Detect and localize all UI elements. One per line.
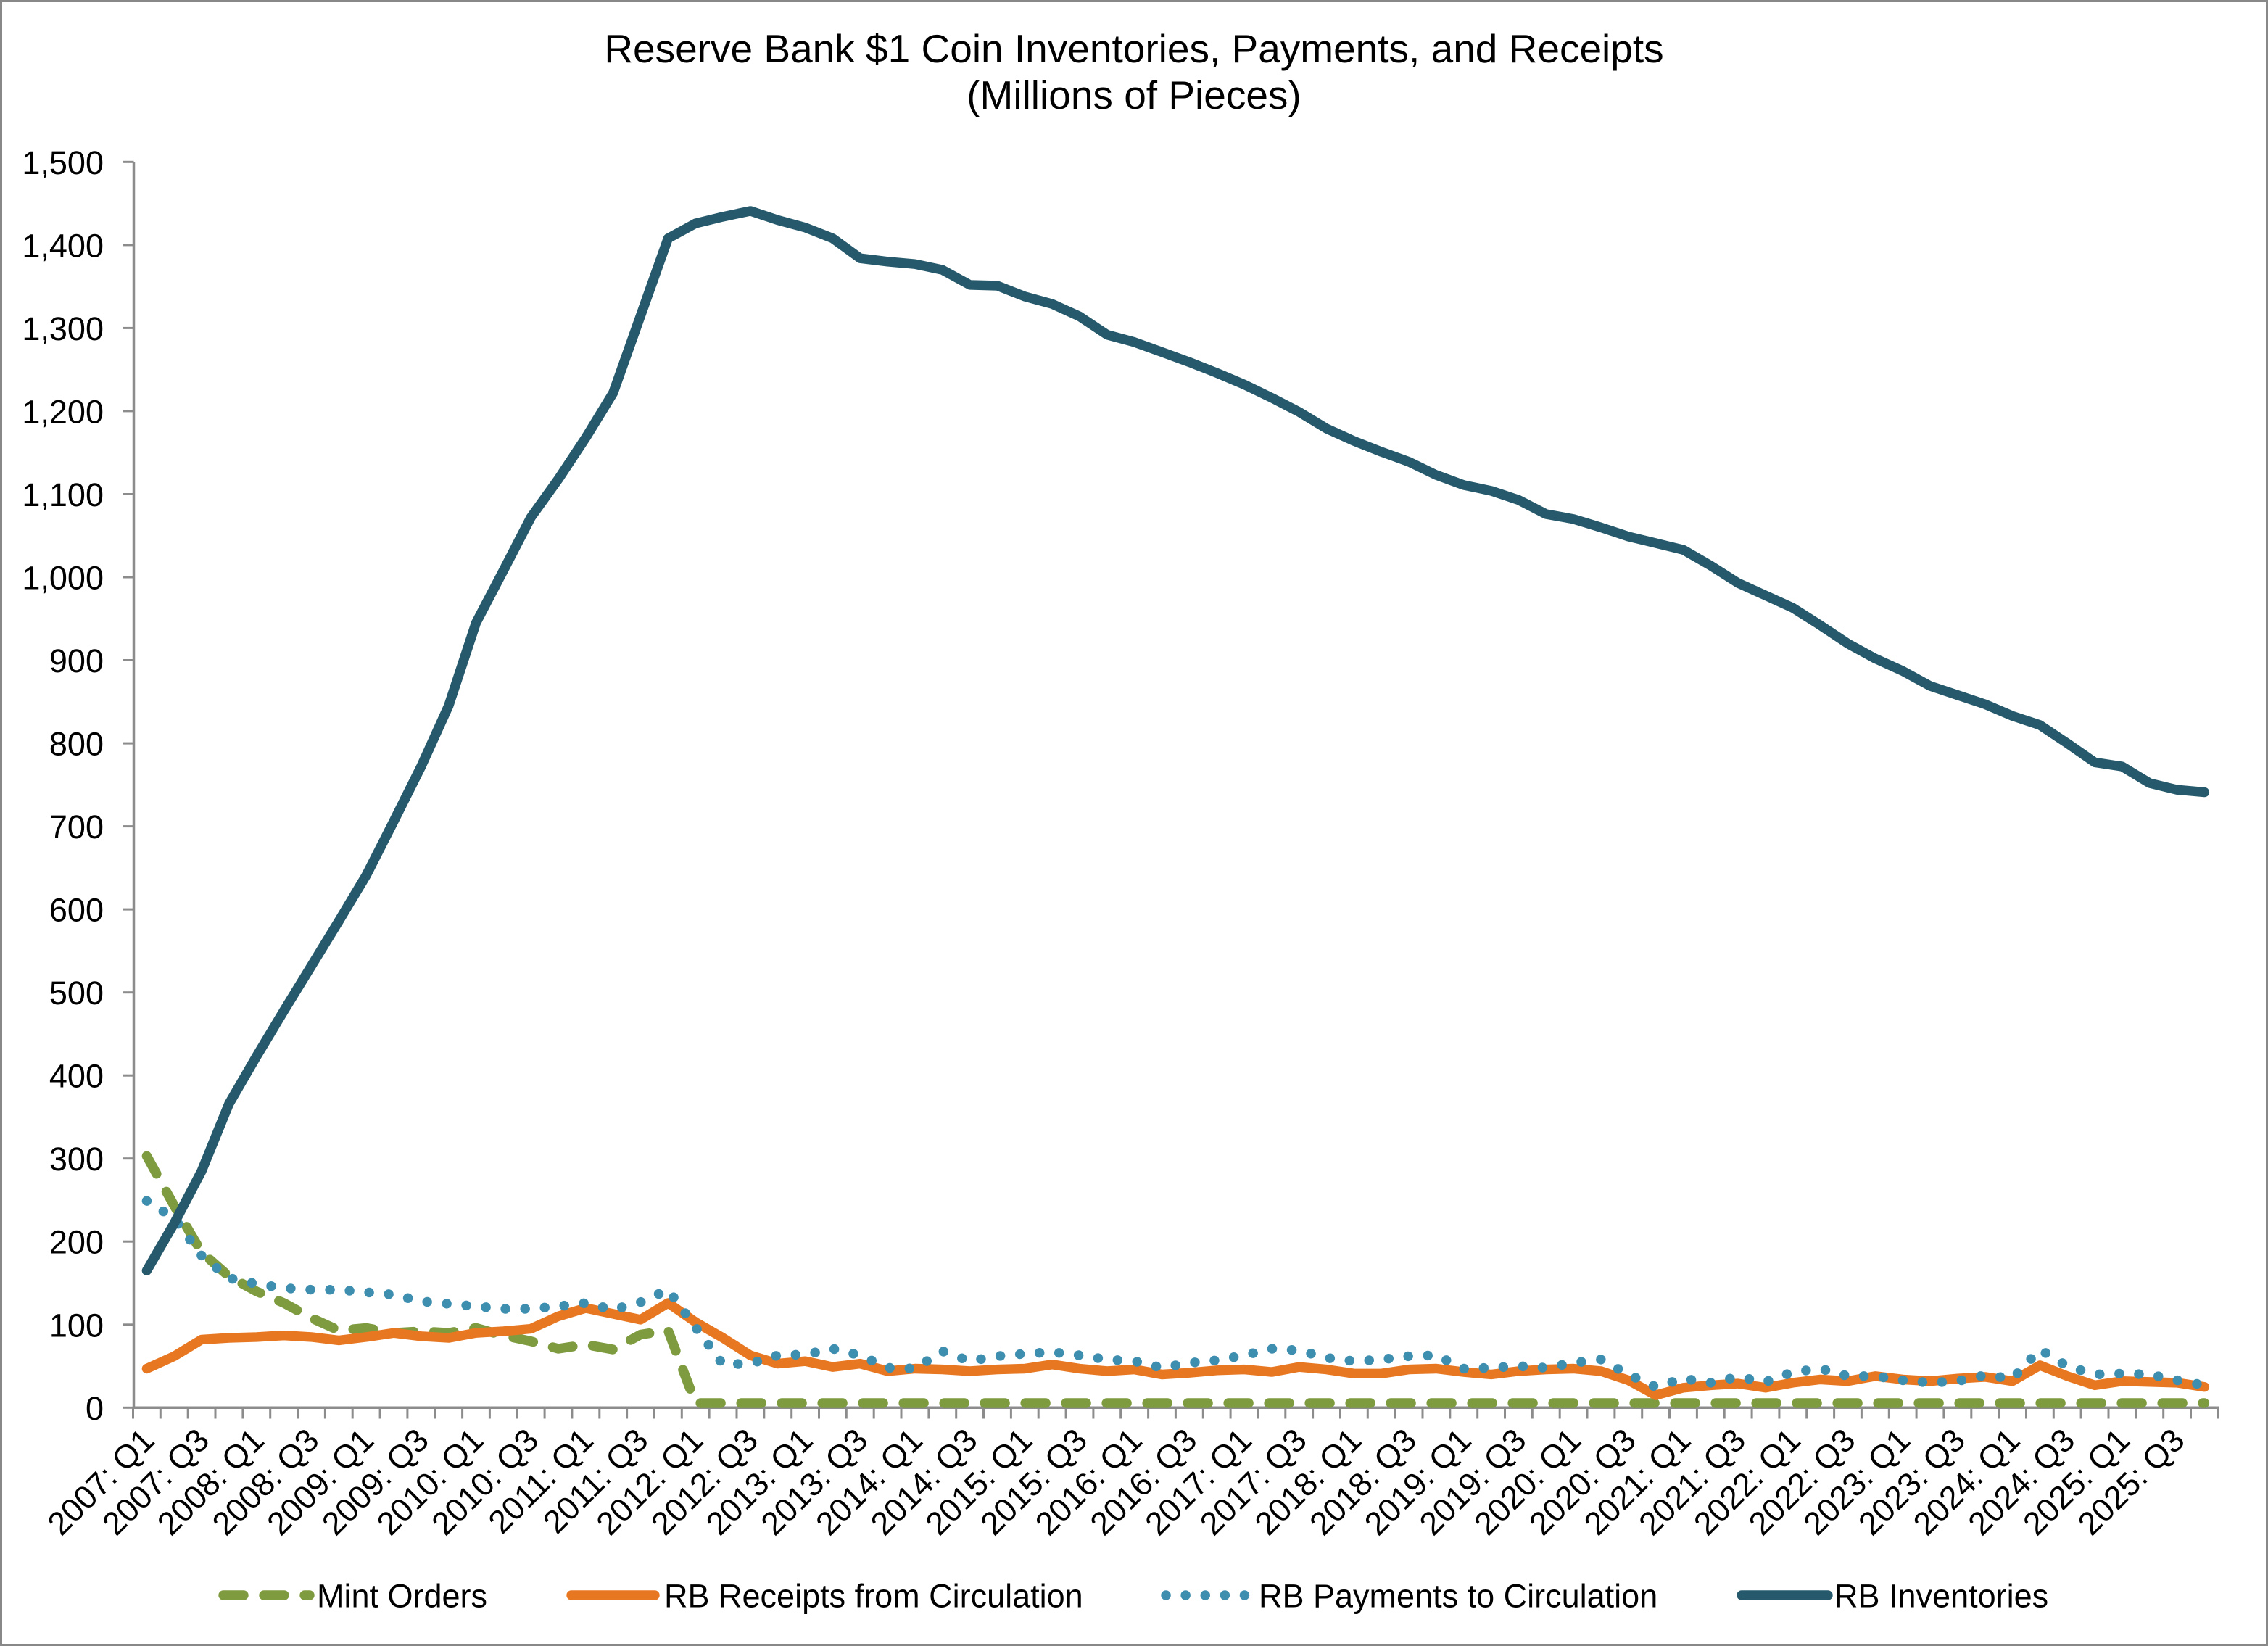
svg-text:1,400: 1,400 <box>22 227 104 264</box>
svg-text:1,500: 1,500 <box>22 144 104 181</box>
svg-text:RB Payments to Circulation: RB Payments to Circulation <box>1259 1578 1657 1615</box>
svg-text:500: 500 <box>49 975 104 1012</box>
svg-text:800: 800 <box>49 726 104 763</box>
svg-text:1,300: 1,300 <box>22 310 104 347</box>
svg-text:(Millions of Pieces): (Millions of Pieces) <box>967 73 1301 117</box>
svg-text:Mint Orders: Mint Orders <box>317 1578 487 1615</box>
svg-text:200: 200 <box>49 1224 104 1261</box>
svg-text:700: 700 <box>49 808 104 845</box>
svg-text:1,100: 1,100 <box>22 476 104 513</box>
svg-text:100: 100 <box>49 1307 104 1344</box>
svg-text:Reserve Bank $1 Coin Inventori: Reserve Bank $1 Coin Inventories, Paymen… <box>604 26 1663 71</box>
svg-text:1,200: 1,200 <box>22 393 104 430</box>
svg-text:400: 400 <box>49 1058 104 1095</box>
svg-text:RB Inventories: RB Inventories <box>1834 1578 2048 1615</box>
svg-text:1,000: 1,000 <box>22 560 104 597</box>
svg-text:0: 0 <box>86 1390 104 1427</box>
svg-text:RB Receipts from Circulation: RB Receipts from Circulation <box>664 1578 1083 1615</box>
svg-text:900: 900 <box>49 642 104 679</box>
svg-text:600: 600 <box>49 892 104 929</box>
svg-text:300: 300 <box>49 1141 104 1178</box>
